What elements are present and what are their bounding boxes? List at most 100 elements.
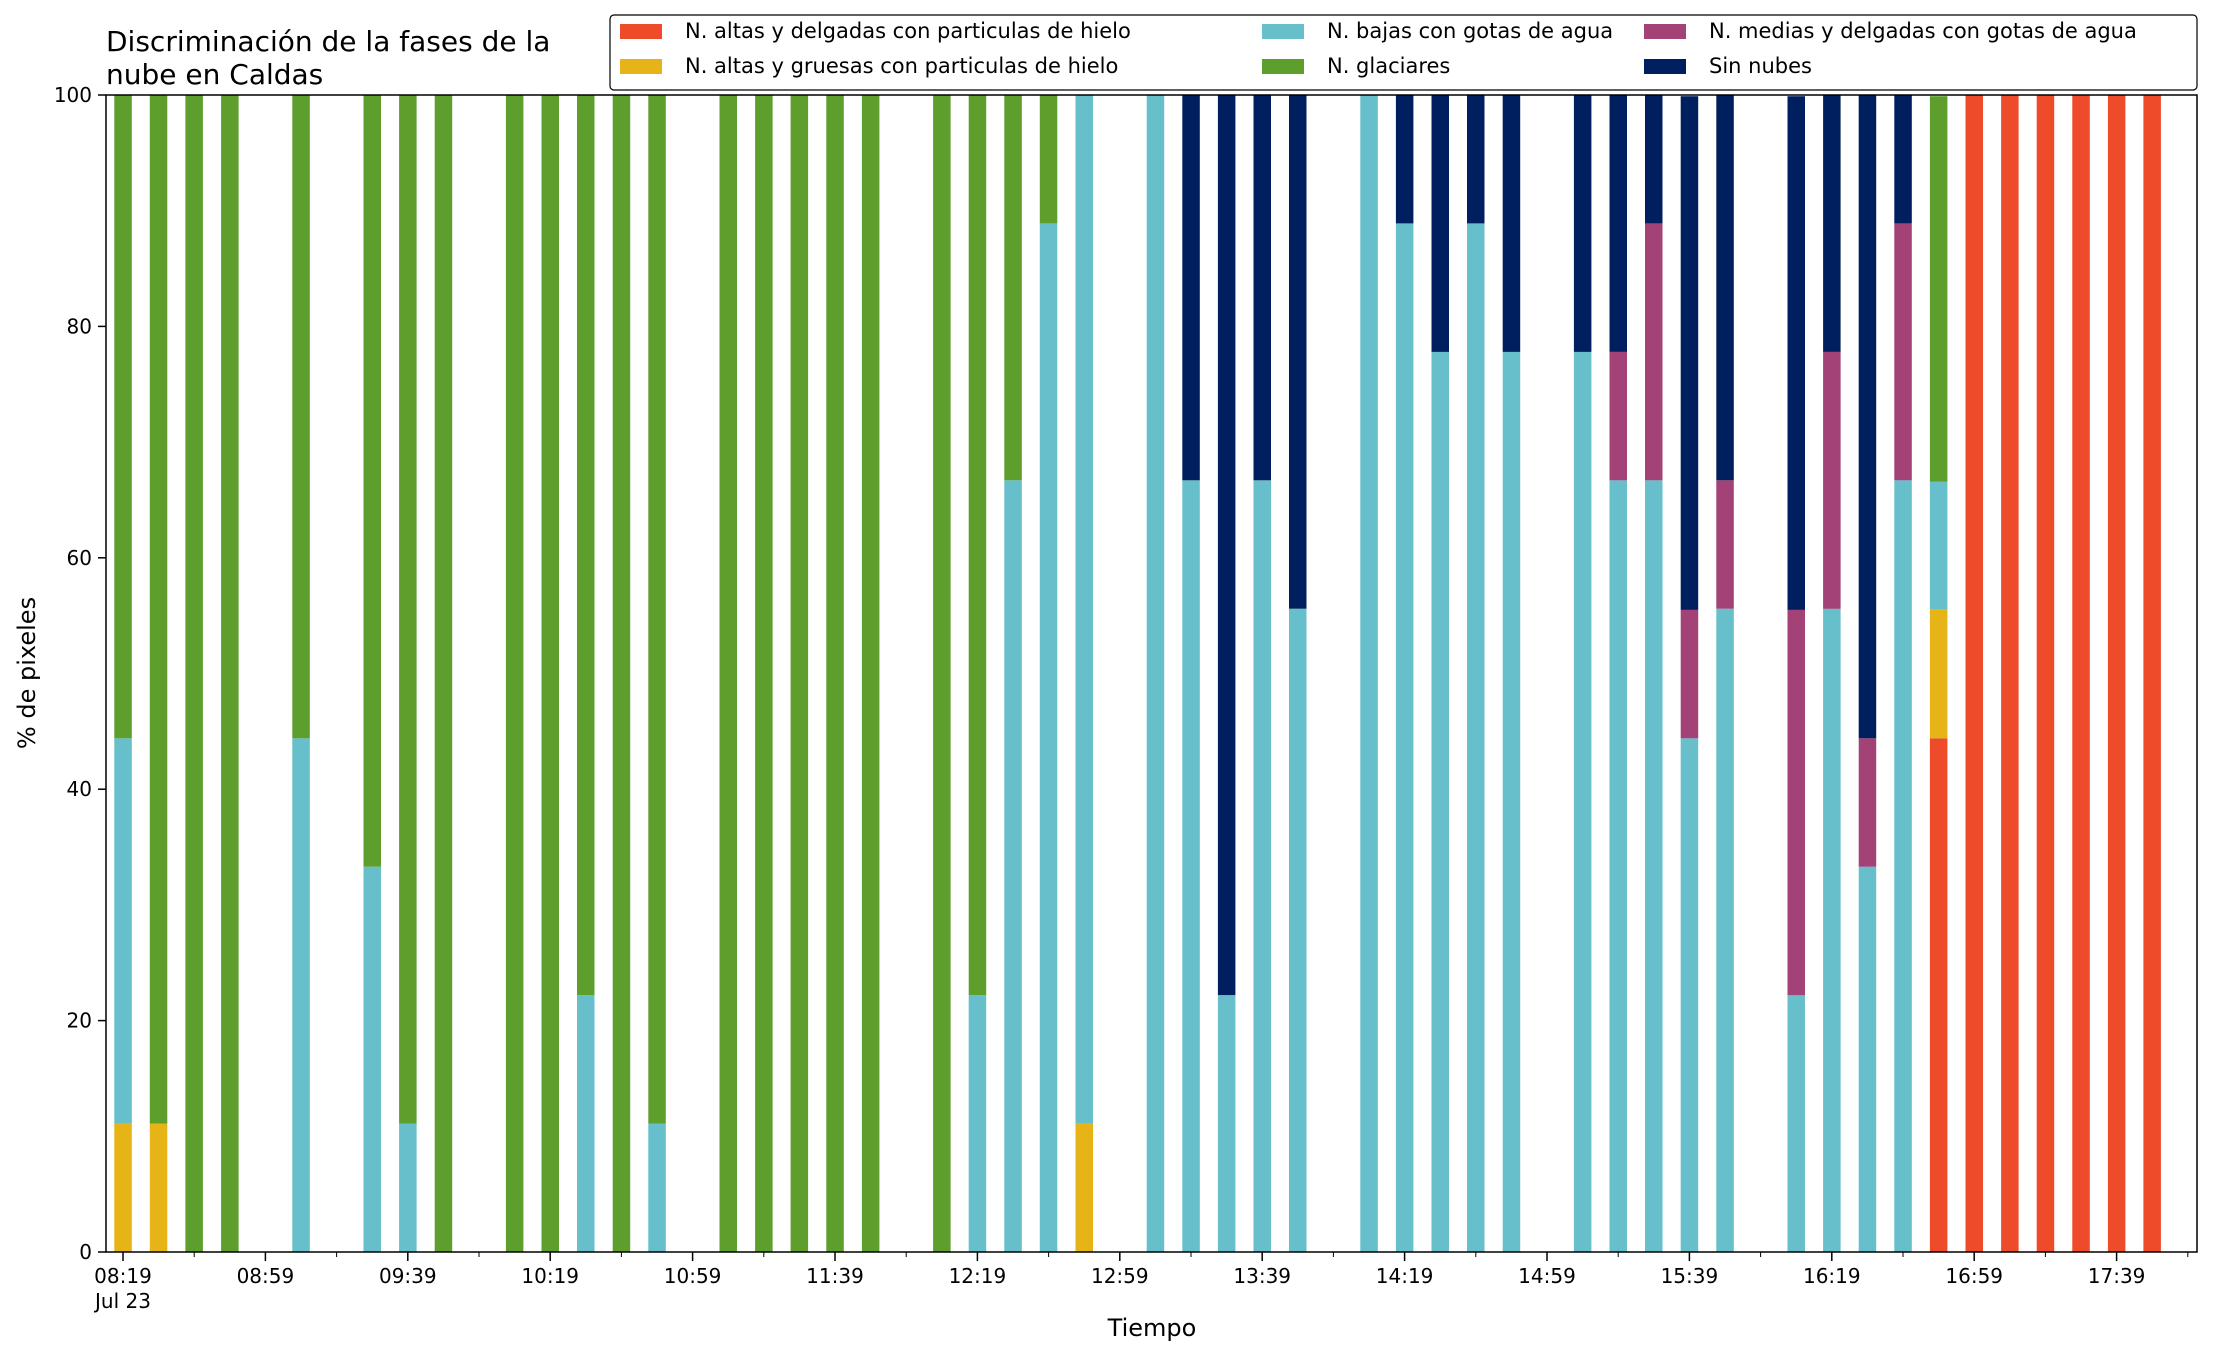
- legend-label-1: N. altas y gruesas con particulas de hie…: [685, 54, 1118, 78]
- bar-segment-1139-s3: [826, 95, 844, 1252]
- bar-segment-1549-s4: [1716, 480, 1734, 609]
- bar-segment-1649-s1: [1929, 609, 1948, 739]
- bar-segment-1539-s4: [1680, 609, 1699, 739]
- bar-segment-0929-s3: [363, 95, 381, 867]
- bar-segment-0929-s2: [363, 866, 381, 1252]
- bar-segment-1239-s2: [1039, 223, 1058, 1252]
- bar-segment-0949-s3: [434, 95, 453, 1252]
- x-tick-label-1659: 16:59: [1945, 1264, 2003, 1288]
- bar-segment-1439-s5: [1467, 95, 1485, 224]
- y-axis-label: % de pixeles: [13, 597, 41, 749]
- bar-segment-1329-s5: [1217, 95, 1236, 996]
- bar-segment-0819-s2: [114, 738, 132, 1124]
- bar-segment-0829-s1: [149, 1123, 168, 1252]
- bar-segment-0939-s3: [399, 95, 417, 1124]
- bar-segment-1649-s2: [1929, 481, 1948, 610]
- bars-layer: [114, 95, 2161, 1252]
- bar-segment-1639-s4: [1894, 223, 1912, 481]
- bar-segment-1619-s4: [1823, 351, 1841, 609]
- x-tick-label-1139: 11:39: [806, 1264, 864, 1288]
- bar-segment-1429-s5: [1431, 95, 1449, 352]
- bar-segment-1639-s5: [1894, 95, 1912, 224]
- bar-segment-1529-s5: [1645, 95, 1663, 224]
- x-tick-label-1339: 13:39: [1233, 1264, 1291, 1288]
- x-tick-label-1259: 12:59: [1091, 1264, 1149, 1288]
- x-tick-label-0939: 09:39: [379, 1264, 437, 1288]
- bar-segment-1219-s3: [968, 95, 987, 996]
- chart-title-line-1: Discriminación de la fases de la: [106, 25, 550, 58]
- bar-segment-1509-s5: [1573, 95, 1592, 352]
- bar-segment-1029-s2: [577, 995, 595, 1252]
- bar-segment-1749-s0: [2143, 95, 2161, 1252]
- bar-segment-1629-s4: [1858, 738, 1877, 867]
- bar-segment-1009-s3: [505, 95, 524, 1252]
- bar-segment-1549-s2: [1716, 608, 1734, 1252]
- bar-segment-1519-s5: [1609, 95, 1627, 352]
- bar-segment-1109-s3: [719, 95, 737, 1252]
- x-tick-label-1059: 10:59: [664, 1264, 722, 1288]
- bar-segment-1239-s3: [1039, 95, 1058, 224]
- x-tick-label-1739: 17:39: [2088, 1264, 2146, 1288]
- legend-swatch-5: [1644, 59, 1686, 74]
- legend-swatch-0: [620, 24, 662, 39]
- bar-segment-1039-s3: [612, 95, 631, 1252]
- bar-segment-1049-s2: [648, 1123, 666, 1252]
- bar-segment-1339-s5: [1253, 95, 1271, 481]
- y-tick-label-40: 40: [67, 777, 92, 801]
- bar-segment-1449-s5: [1502, 95, 1521, 352]
- x-tick-label-1459: 14:59: [1518, 1264, 1576, 1288]
- bar-segment-1519-s4: [1609, 351, 1627, 481]
- legend-swatch-4: [1644, 24, 1686, 39]
- bar-segment-1319-s2: [1182, 480, 1200, 1252]
- bar-segment-1419-s2: [1395, 223, 1414, 1252]
- bar-segment-1549-s5: [1716, 95, 1734, 481]
- bar-segment-1619-s5: [1823, 95, 1841, 352]
- bar-segment-1739-s0: [2107, 95, 2126, 1252]
- bar-segment-1309-s2: [1146, 95, 1165, 1252]
- bar-segment-0839-s3: [185, 95, 203, 1252]
- x-tick-label-1019: 10:19: [521, 1264, 579, 1288]
- bar-segment-1649-s3: [1929, 96, 1948, 482]
- bar-segment-1609-s5: [1787, 96, 1805, 610]
- bar-segment-1729-s0: [2072, 95, 2090, 1252]
- y-tick-label-100: 100: [54, 83, 92, 107]
- bar-segment-1609-s4: [1787, 609, 1805, 996]
- bar-segment-1119-s3: [755, 95, 773, 1252]
- bar-segment-1149-s3: [861, 95, 880, 1252]
- bar-segment-1409-s2: [1360, 95, 1378, 1252]
- chart-title-line-2: nube en Caldas: [106, 58, 323, 91]
- legend-swatch-1: [620, 59, 662, 74]
- legend-label-5: Sin nubes: [1709, 54, 1812, 78]
- x-tick-label-1419: 14:19: [1376, 1264, 1434, 1288]
- bar-segment-1349-s5: [1289, 95, 1307, 609]
- bar-segment-1619-s2: [1823, 608, 1841, 1252]
- bar-segment-1719-s0: [2036, 95, 2055, 1252]
- y-tick-label-20: 20: [67, 1009, 92, 1033]
- bar-segment-1439-s2: [1467, 223, 1485, 1252]
- bar-segment-1609-s2: [1787, 995, 1805, 1252]
- x-tick-label-1539: 15:39: [1661, 1264, 1719, 1288]
- x-tick-label-0859: 08:59: [237, 1264, 295, 1288]
- bar-segment-0909-s3: [292, 95, 310, 739]
- bar-segment-1049-s3: [648, 95, 666, 1124]
- x-tick-label-0819: 08:19: [94, 1264, 152, 1288]
- legend: N. altas y delgadas con particulas de hi…: [609, 14, 2198, 91]
- x-tick-label-1619: 16:19: [1803, 1264, 1861, 1288]
- bar-segment-1209-s3: [933, 95, 951, 1252]
- bar-segment-1319-s5: [1182, 95, 1200, 481]
- bar-segment-1339-s2: [1253, 480, 1271, 1252]
- x-axis-label: Tiempo: [1107, 1314, 1197, 1342]
- bar-segment-1509-s2: [1573, 351, 1592, 1252]
- bar-segment-1539-s5: [1680, 96, 1699, 610]
- bar-segment-1519-s2: [1609, 480, 1627, 1252]
- bar-segment-0849-s3: [221, 95, 239, 1252]
- bar-segment-1629-s5: [1858, 95, 1877, 739]
- legend-label-3: N. glaciares: [1327, 54, 1450, 78]
- bar-segment-1639-s2: [1894, 480, 1912, 1252]
- bar-segment-1129-s3: [790, 95, 809, 1252]
- bar-segment-0939-s2: [399, 1123, 417, 1252]
- bar-segment-1249-s1: [1075, 1123, 1093, 1252]
- x-tick-label-1219: 12:19: [949, 1264, 1007, 1288]
- y-tick-label-60: 60: [67, 546, 92, 570]
